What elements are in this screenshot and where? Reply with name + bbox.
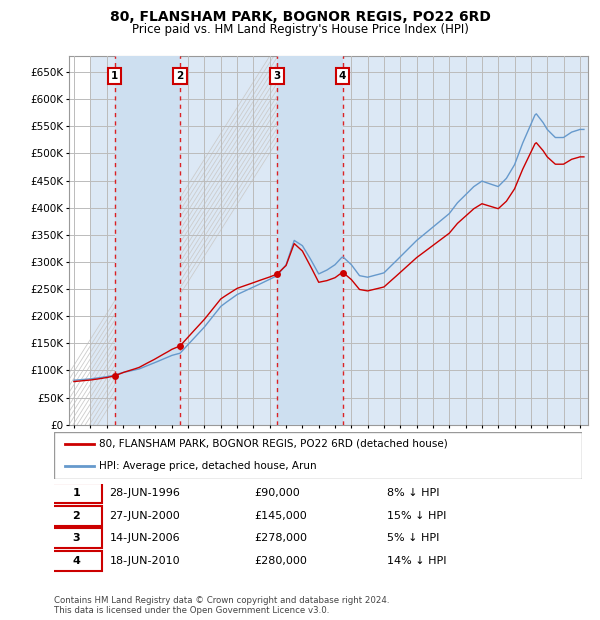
Text: 27-JUN-2000: 27-JUN-2000 — [109, 511, 180, 521]
Text: £278,000: £278,000 — [254, 533, 308, 543]
Text: 1: 1 — [111, 71, 118, 81]
Text: 14-JUN-2006: 14-JUN-2006 — [109, 533, 180, 543]
Text: 4: 4 — [339, 71, 346, 81]
Text: £145,000: £145,000 — [254, 511, 307, 521]
FancyBboxPatch shape — [52, 551, 101, 571]
Text: 80, FLANSHAM PARK, BOGNOR REGIS, PO22 6RD (detached house): 80, FLANSHAM PARK, BOGNOR REGIS, PO22 6R… — [99, 439, 448, 449]
Bar — [69, 56, 90, 425]
Text: 8% ↓ HPI: 8% ↓ HPI — [386, 488, 439, 498]
Text: £90,000: £90,000 — [254, 488, 301, 498]
Text: 3: 3 — [73, 533, 80, 543]
Text: 18-JUN-2010: 18-JUN-2010 — [109, 556, 180, 566]
Text: 5% ↓ HPI: 5% ↓ HPI — [386, 533, 439, 543]
Text: 4: 4 — [73, 556, 80, 566]
Text: HPI: Average price, detached house, Arun: HPI: Average price, detached house, Arun — [99, 461, 317, 471]
Text: 15% ↓ HPI: 15% ↓ HPI — [386, 511, 446, 521]
Bar — [277, 56, 343, 425]
Text: 1: 1 — [73, 488, 80, 498]
Text: 2: 2 — [73, 511, 80, 521]
FancyBboxPatch shape — [52, 528, 101, 549]
Text: Contains HM Land Registry data © Crown copyright and database right 2024.
This d: Contains HM Land Registry data © Crown c… — [54, 596, 389, 615]
FancyBboxPatch shape — [52, 483, 101, 503]
Bar — [115, 56, 180, 425]
Text: 80, FLANSHAM PARK, BOGNOR REGIS, PO22 6RD: 80, FLANSHAM PARK, BOGNOR REGIS, PO22 6R… — [110, 10, 490, 24]
Text: 14% ↓ HPI: 14% ↓ HPI — [386, 556, 446, 566]
FancyBboxPatch shape — [52, 506, 101, 526]
Text: £280,000: £280,000 — [254, 556, 308, 566]
Text: Price paid vs. HM Land Registry's House Price Index (HPI): Price paid vs. HM Land Registry's House … — [131, 23, 469, 36]
Text: 2: 2 — [176, 71, 184, 81]
Text: 28-JUN-1996: 28-JUN-1996 — [109, 488, 181, 498]
Text: 3: 3 — [274, 71, 281, 81]
FancyBboxPatch shape — [54, 432, 582, 479]
